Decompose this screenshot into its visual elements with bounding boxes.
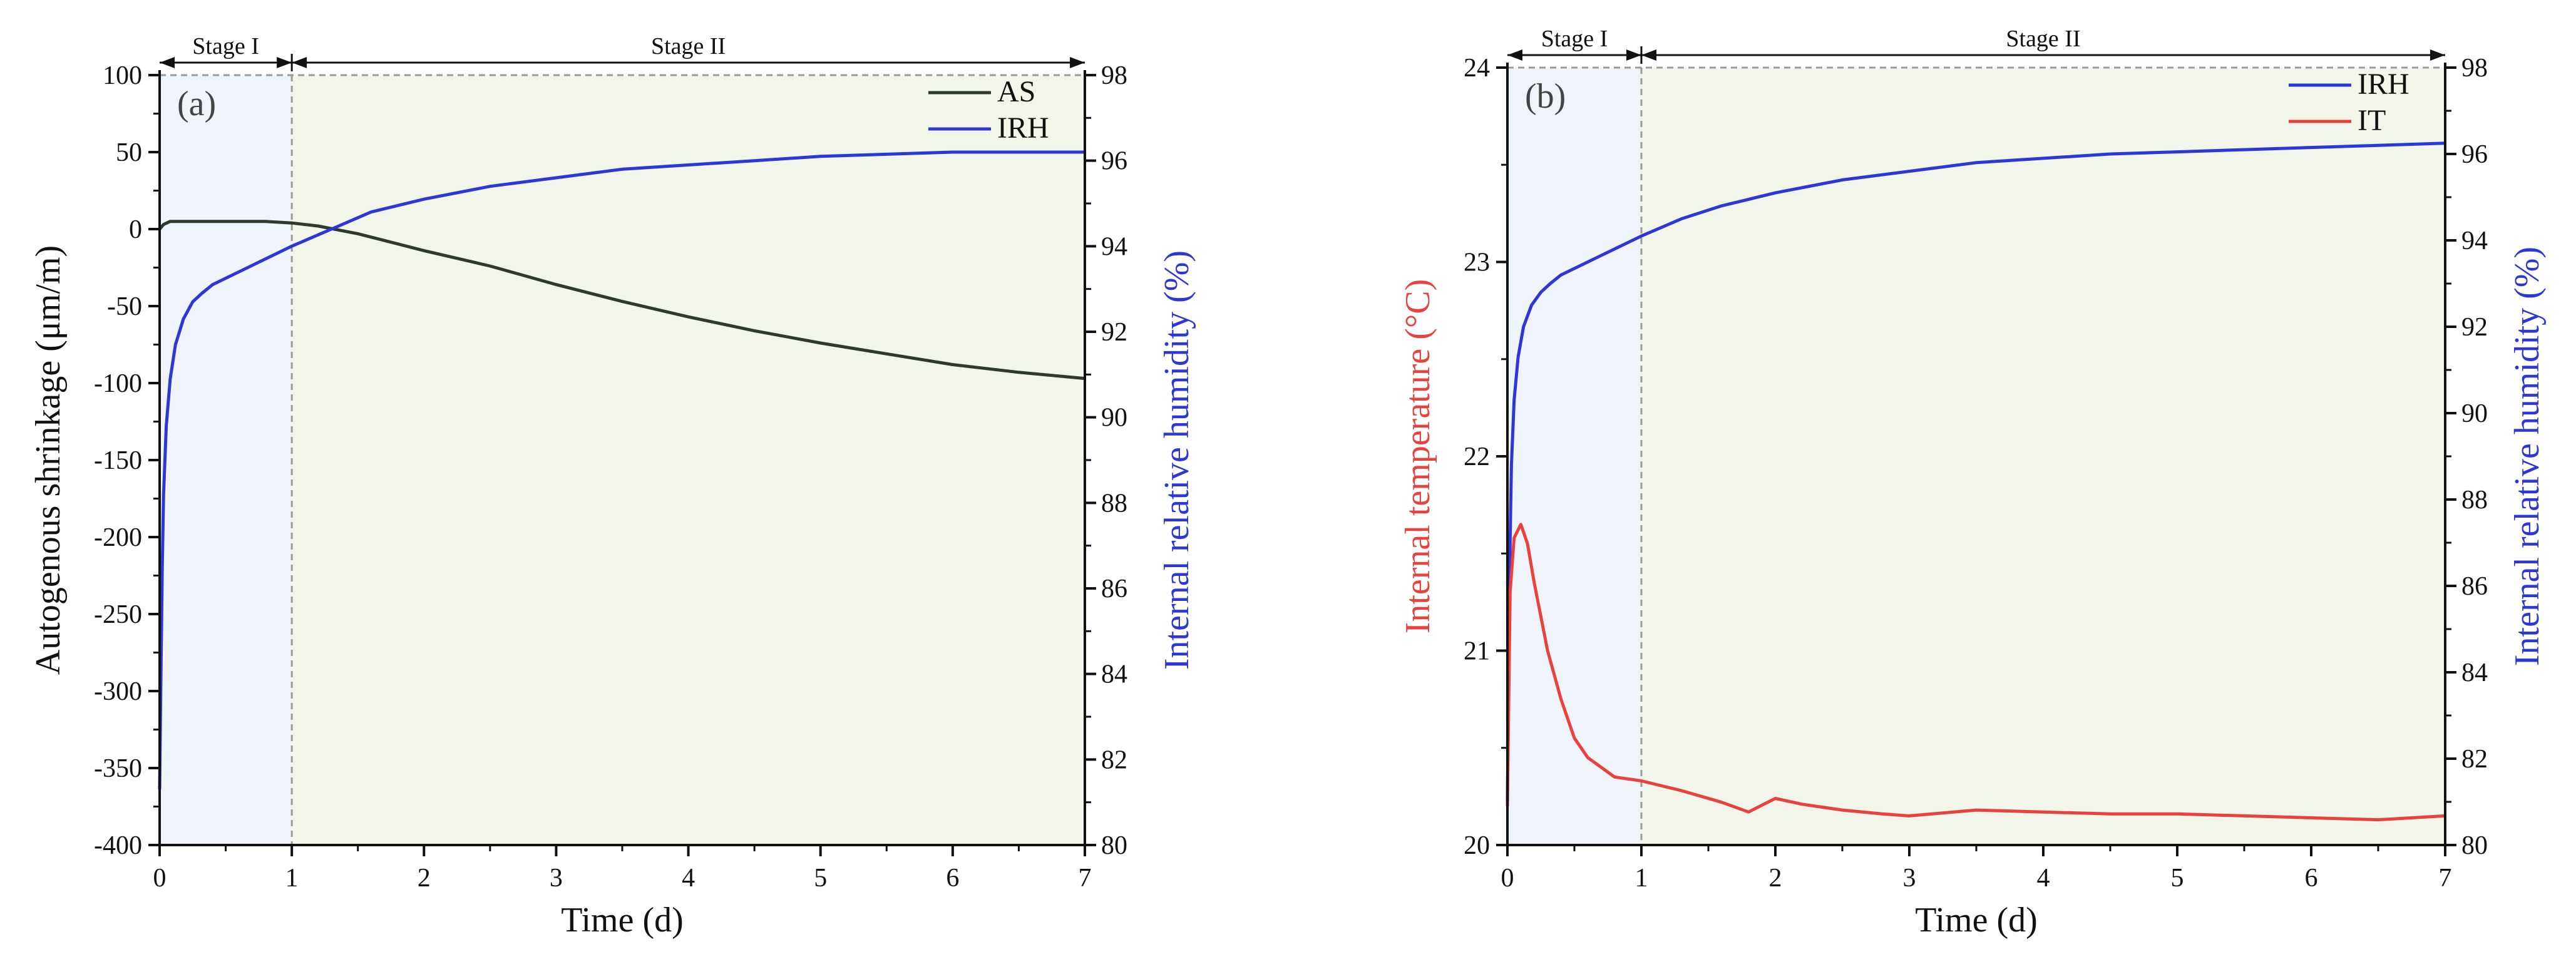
y-axis-left-title: Autogenous shrinkage (μm/m) [29,245,68,675]
stage-2-arrowhead-right [2430,49,2445,61]
y-right-tick-label: 80 [2461,831,2488,860]
stage-2-label: Stage II [651,33,726,59]
series-line-irh [158,150,1085,790]
stage-region-2 [292,75,1085,845]
y-left-tick-label: 50 [116,138,142,167]
x-tick-label: 0 [1501,864,1514,893]
y-left-tick-label: 100 [103,61,142,90]
panel-label: (b) [1525,77,1566,116]
stage-1-arrowhead-left [1507,49,1522,61]
stage-1-label: Stage I [192,33,259,59]
y-left-tick-label: -100 [94,369,142,398]
stage-2-arrowhead-right [1070,57,1085,68]
stage-1-label: Stage I [1541,26,1608,52]
x-tick-label: 6 [2305,864,2318,893]
y-right-tick-label: 94 [1101,232,1127,261]
y-right-tick-label: 82 [2461,745,2488,774]
y-left-tick-label: -250 [94,600,142,629]
x-tick-label: 6 [946,864,959,893]
stage-region-2 [1641,68,2445,845]
stage-1-arrowhead-right [277,57,292,68]
y-right-tick-label: 84 [1101,660,1127,689]
x-tick-label: 5 [2171,864,2184,893]
x-tick-label: 4 [682,864,695,893]
y-right-tick-label: 92 [2461,313,2488,342]
y-axis-left-title: Internal temperature (°C) [1398,279,1437,634]
y-right-tick-label: 98 [1101,61,1127,90]
x-tick-label: 4 [2037,864,2050,893]
panel-b: Stage I Stage II0 1 2 3 4 5 6 724232221209896949… [1398,26,2547,940]
y-right-tick-label: 88 [2461,486,2488,515]
x-tick-label: 7 [2439,864,2452,893]
stage-region-1 [160,75,292,845]
panel-a: Stage I Stage II 0 1 2 3 4 5 6 7 100 50 0 -50 -100 -150… [29,33,1196,940]
x-tick-label: 2 [418,864,431,893]
stage-2-label: Stage II [2006,26,2080,52]
y-left-tick-label: -150 [94,446,142,475]
y-left-tick-label: 21 [1464,637,1490,666]
y-left-tick-label: -200 [94,523,142,552]
x-tick-label: 3 [1903,864,1916,893]
y-right-tick-label: 90 [1101,404,1127,433]
y-right-tick-label: 88 [1101,489,1127,518]
legend-label-as: AS [997,75,1035,108]
y-right-tick-label: 82 [1101,746,1127,774]
x-tick-label: 3 [550,864,563,893]
y-right-tick-label: 96 [2461,140,2488,169]
y-right-tick-label: 96 [1101,147,1127,176]
stage-region-1 [1507,68,1641,845]
y-right-tick-label: 86 [2461,572,2488,601]
x-tick-label: 1 [1635,864,1648,893]
series-line-irh [1506,141,2446,802]
series-line-it [1506,523,2446,822]
legend-label-irh: IRH [2358,68,2409,101]
y-right-tick-label: 90 [2461,399,2488,428]
series-line-as [158,220,1085,381]
legend-label-it: IT [2358,104,2386,137]
legend-label-irh: IRH [997,111,1049,145]
y-right-tick-label: 84 [2461,659,2488,687]
stage-1-arrowhead-right [1626,49,1641,61]
y-right-tick-label: 94 [2461,227,2488,255]
y-right-tick-label: 92 [1101,318,1127,347]
y-right-tick-label: 80 [1101,831,1127,860]
stage-1-arrowhead-left [160,57,175,68]
x-axis-title: Time (d) [1915,901,2038,940]
y-left-tick-label: 0 [129,215,142,244]
stage-2-arrowhead-left [292,57,307,68]
y-left-tick-label: 23 [1464,249,1490,277]
y-left-tick-label: -300 [94,677,142,706]
x-axis-title: Time (d) [561,901,684,940]
y-axis-right-title: Internal relative humidity (%) [2508,247,2547,666]
x-tick-label: 1 [285,864,299,893]
x-tick-label: 2 [1769,864,1782,893]
y-left-tick-label: -50 [107,292,142,321]
y-left-tick-label: 24 [1464,54,1490,83]
x-tick-label: 7 [1079,864,1092,893]
x-tick-label: 5 [814,864,827,893]
panel-label: (a) [177,85,216,123]
stage-2-arrowhead-left [1641,49,1656,61]
y-left-tick-label: -350 [94,754,142,783]
y-left-tick-label: 22 [1464,443,1490,471]
y-right-tick-label: 98 [2461,54,2488,83]
y-axis-right-title: Internal relative humidity (%) [1157,250,1196,670]
y-right-tick-label: 86 [1101,575,1127,603]
y-left-tick-label: -400 [94,831,142,860]
x-tick-label: 0 [153,864,167,893]
y-left-tick-label: 20 [1464,831,1490,860]
